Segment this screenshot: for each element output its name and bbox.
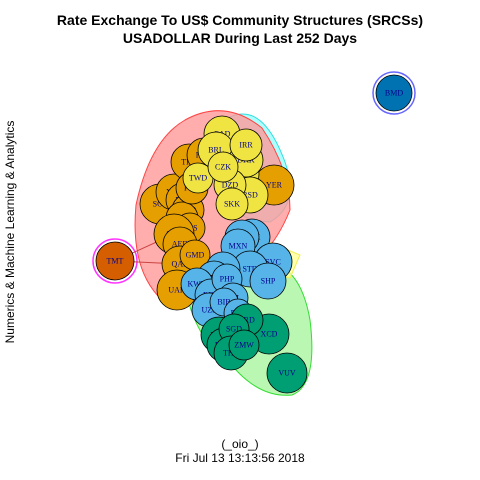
node-label: SHP bbox=[261, 277, 276, 286]
node-bmd: BMD bbox=[375, 74, 413, 112]
node-circle bbox=[228, 329, 260, 361]
node-label: BRL bbox=[208, 146, 224, 155]
node-tmt: TMT bbox=[95, 241, 135, 281]
node-label: BMD bbox=[385, 89, 403, 98]
node-label: SKK bbox=[224, 200, 240, 209]
node-circle bbox=[266, 352, 308, 394]
node-circle bbox=[207, 151, 239, 183]
caption-timestamp: Fri Jul 13 13:13:56 2018 bbox=[175, 451, 305, 465]
node-skk: SKK bbox=[215, 187, 249, 221]
node-label: ZMW bbox=[234, 341, 254, 350]
bmd-ring bbox=[372, 71, 416, 115]
node-label: RSD bbox=[242, 191, 258, 200]
node-label: SVC bbox=[265, 258, 281, 267]
node-label: CZK bbox=[215, 163, 231, 172]
node-zmw: ZMW bbox=[228, 329, 260, 361]
node-czk: CZK bbox=[207, 151, 239, 183]
node-label: SOS bbox=[153, 200, 168, 209]
tmt-ring bbox=[92, 238, 138, 284]
node-circle bbox=[95, 241, 135, 281]
node-label: SRD bbox=[239, 316, 255, 325]
node-vuv: VUV bbox=[266, 352, 308, 394]
node-circle bbox=[375, 74, 413, 112]
node-label: BIB bbox=[217, 298, 230, 307]
node-label: MXN bbox=[229, 242, 248, 251]
node-irr: IRR bbox=[229, 128, 263, 162]
node-label: TWD bbox=[189, 174, 207, 183]
node-circle bbox=[249, 262, 287, 300]
node-label: QAR bbox=[172, 260, 190, 269]
node-circle bbox=[229, 128, 263, 162]
network-nodes: BMDTMTCADYERSOSXOFVEFTNDCOPKESSARAEDQARG… bbox=[95, 74, 413, 394]
node-shp: SHP bbox=[249, 262, 287, 300]
caption-line1: (_oio_) bbox=[221, 437, 259, 451]
node-label: GMD bbox=[186, 251, 205, 260]
node-label: PHP bbox=[220, 275, 235, 284]
node-twd: TWD bbox=[182, 162, 214, 194]
node-label: VUV bbox=[278, 369, 296, 378]
node-label: XCD bbox=[261, 330, 278, 339]
node-label: UAH bbox=[168, 286, 186, 295]
chart-title-line1: Rate Exchange To US$ Community Structure… bbox=[56, 12, 424, 28]
chart-title-line2: USADOLLAR During Last 252 Days bbox=[122, 30, 358, 46]
node-label: IRR bbox=[239, 141, 253, 150]
node-label: DZD bbox=[222, 181, 239, 190]
node-label: YER bbox=[266, 181, 283, 190]
node-label: AED bbox=[172, 240, 189, 249]
node-circle bbox=[215, 187, 249, 221]
node-label: KWD bbox=[187, 280, 206, 289]
node-label: UZS bbox=[201, 306, 216, 315]
node-label: TMT bbox=[107, 257, 124, 266]
node-label: STD bbox=[242, 265, 257, 274]
node-label: SGD bbox=[226, 325, 242, 334]
